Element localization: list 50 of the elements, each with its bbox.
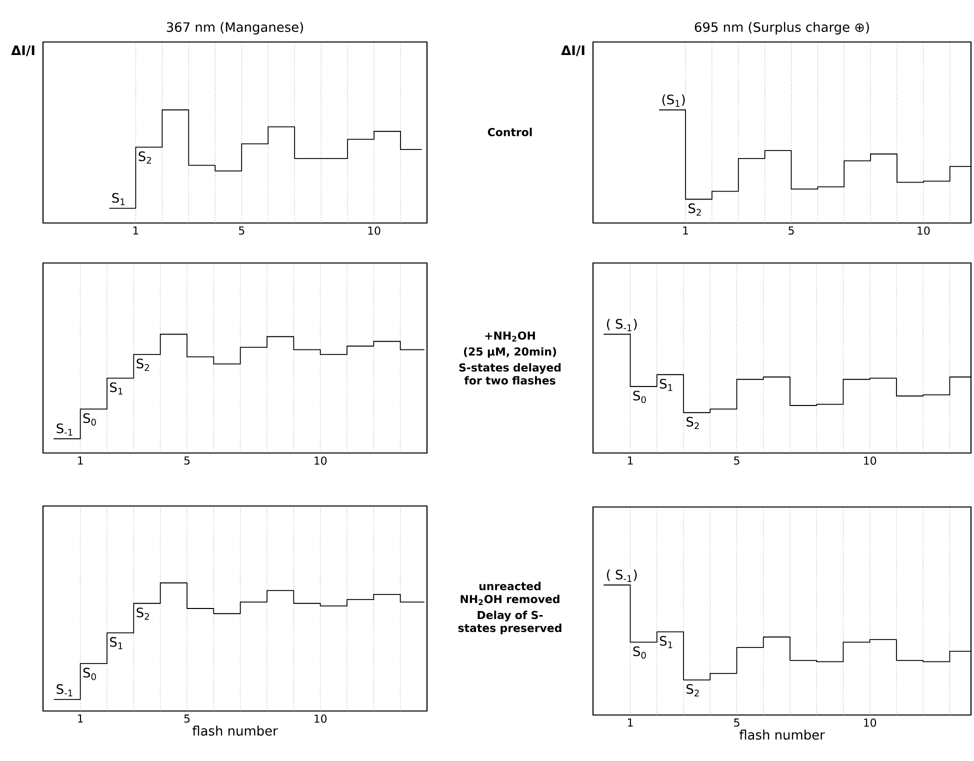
annotation: S$_{2}$	[136, 358, 149, 371]
x-tick-label: 1	[78, 714, 83, 723]
annotation: S$_{2}$	[686, 416, 699, 430]
x-tick-label: 10	[368, 226, 380, 235]
x-axis-title: flash number	[192, 726, 278, 736]
x-tick-label: 5	[734, 718, 740, 727]
annotation: S$_{-1}$	[56, 423, 72, 436]
text: Delay of S-states preserved	[458, 610, 562, 634]
annotation: S$_{1}$	[660, 378, 672, 391]
annotation: S$_{1}$	[110, 637, 122, 650]
annotation: S$_{0}$	[83, 668, 96, 680]
x-tick-label: 1	[683, 226, 688, 235]
annotation: ( S$_{-1}$)	[606, 318, 637, 332]
chart-title: 695 nm (Surplus charge ⊕)	[694, 22, 869, 34]
annotation: S$_{1}$	[660, 636, 672, 648]
x-axis-title: flash number	[739, 730, 825, 740]
x-tick-label: 1	[133, 226, 138, 235]
y-axis-title: ΔI/I	[11, 46, 34, 56]
x-tick-label: 10	[314, 714, 327, 723]
x-tick-label: 1	[628, 456, 633, 465]
y-axis-title: ΔI/I	[561, 46, 584, 56]
annotation: S$_{1}$	[110, 382, 122, 394]
annotation: S$_{2}$	[136, 608, 149, 620]
x-tick-label: 5	[238, 226, 244, 235]
x-tick-label: 5	[734, 456, 740, 465]
x-tick-label: 10	[864, 456, 876, 465]
annotation: S$_{0}$	[633, 646, 646, 659]
annotation: S$_{2}$	[686, 684, 699, 696]
x-tick-label: 5	[184, 456, 190, 465]
annotation: S$_{2}$	[138, 151, 151, 164]
annotation: ( S$_{-1}$)	[606, 570, 637, 582]
x-tick-label: 10	[918, 226, 930, 235]
text: (25 µM, 20min)	[464, 347, 556, 358]
text: unreacted NH$_{2}$OH removed	[460, 582, 560, 605]
annotation: S$_{0}$	[633, 390, 646, 404]
annotation: (S$_{1}$)	[662, 94, 685, 107]
annotation: S$_{0}$	[83, 413, 96, 426]
chart-title: 367 nm (Manganese)	[166, 22, 304, 34]
x-tick-label: 5	[788, 226, 794, 235]
x-tick-label: 10	[314, 456, 327, 465]
x-tick-label: 1	[628, 718, 633, 727]
x-tick-label: 5	[184, 714, 190, 723]
x-tick-label: 1	[78, 456, 83, 465]
text: +NH$_{2}$OH	[485, 331, 535, 342]
annotation: S$_{1}$	[112, 193, 125, 206]
text: Control	[488, 128, 532, 136]
text: S-states delayed for two flashes	[459, 363, 561, 385]
annotation: S$_{2}$	[688, 203, 701, 216]
x-tick-label: 10	[864, 718, 876, 727]
annotation: S$_{-1}$	[56, 684, 72, 696]
